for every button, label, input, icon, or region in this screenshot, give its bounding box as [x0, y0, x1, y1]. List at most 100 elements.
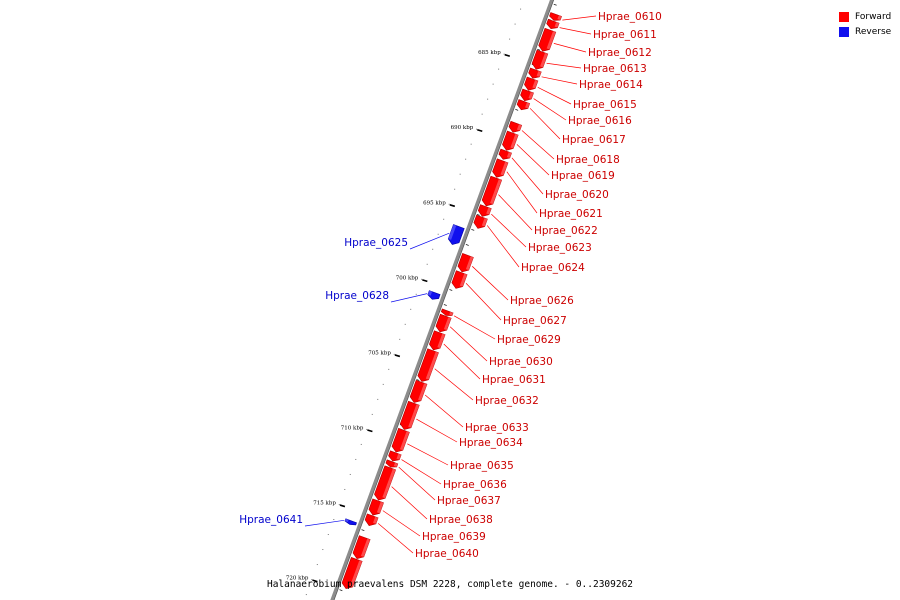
gene-label-hprae_0612[interactable]: Hprae_0612	[588, 47, 652, 59]
minor-tick	[382, 383, 384, 385]
gene-highlight	[448, 224, 457, 240]
gene-label-hprae_0614[interactable]: Hprae_0614	[579, 79, 643, 91]
hprae_0626-feature[interactable]	[457, 253, 474, 273]
hprae_0633-feature[interactable]	[409, 379, 428, 403]
label-leader	[491, 213, 527, 248]
gene-label-hprae_0624[interactable]: Hprae_0624	[521, 262, 585, 274]
label-leader	[516, 144, 550, 176]
gene-label-hprae_0622[interactable]: Hprae_0622	[534, 225, 598, 237]
gene-label-hprae_0628[interactable]: Hprae_0628	[325, 290, 389, 302]
gene-highlight	[506, 152, 512, 158]
hprae_0637-feature[interactable]	[385, 459, 399, 468]
gene-label-hprae_0617[interactable]: Hprae_0617	[562, 134, 626, 146]
gene-label-hprae_0635[interactable]: Hprae_0635	[450, 460, 514, 472]
hprae_0635-feature[interactable]	[391, 427, 410, 453]
gene-label-hprae_0623[interactable]: Hprae_0623	[528, 242, 592, 254]
hprae_0619-feature[interactable]	[502, 130, 519, 151]
gene-label-hprae_0627[interactable]: Hprae_0627	[503, 315, 567, 327]
hprae_0634-feature[interactable]	[399, 400, 420, 430]
forward-swatch	[839, 11, 849, 22]
gene-label-hprae_0620[interactable]: Hprae_0620	[545, 189, 609, 201]
label-leader	[472, 266, 509, 301]
label-leader	[407, 443, 449, 466]
gene-features	[341, 12, 562, 590]
major-tick	[394, 354, 401, 358]
gene-highlight	[427, 290, 433, 296]
gene-label-hprae_0632[interactable]: Hprae_0632	[475, 395, 539, 407]
gene-label-hprae_0631[interactable]: Hprae_0631	[482, 374, 546, 386]
gene-highlight	[465, 256, 474, 271]
gene-label-hprae_0615[interactable]: Hprae_0615	[573, 99, 637, 111]
gene-label-hprae_0625[interactable]: Hprae_0625	[344, 237, 408, 249]
gene-label-hprae_0639[interactable]: Hprae_0639	[422, 531, 486, 543]
gene-highlight	[459, 273, 468, 287]
gene-label-hprae_0616[interactable]: Hprae_0616	[568, 115, 632, 127]
gene-label-hprae_0641[interactable]: Hprae_0641	[239, 514, 303, 526]
minor-tick	[470, 143, 472, 145]
hprae_0628-feature[interactable]	[427, 290, 441, 300]
gene-label-hprae_0630[interactable]: Hprae_0630	[489, 356, 553, 368]
hprae_0617-feature[interactable]	[516, 99, 531, 111]
gene-label-hprae_0640[interactable]: Hprae_0640	[415, 548, 479, 560]
gene-label-hprae_0633[interactable]: Hprae_0633	[465, 422, 529, 434]
right-tick	[537, 48, 541, 51]
gene-highlight	[443, 317, 452, 331]
hprae_0638-feature[interactable]	[374, 465, 397, 501]
right-tick	[471, 229, 475, 231]
hprae_0639-feature[interactable]	[368, 498, 384, 516]
right-tick	[361, 529, 365, 532]
minor-tick	[355, 458, 357, 460]
hprae_0620-feature[interactable]	[498, 148, 512, 160]
minor-tick	[316, 564, 318, 566]
major-tick	[312, 579, 318, 583]
hprae_0624-feature[interactable]	[473, 214, 488, 229]
gene-label-hprae_0636[interactable]: Hprae_0636	[443, 479, 507, 491]
hprae_0621-feature[interactable]	[492, 158, 509, 178]
gene-body	[481, 175, 503, 207]
hprae_0630-feature[interactable]	[435, 313, 452, 333]
hprae_0627-feature[interactable]	[451, 270, 468, 289]
major-tick-label: 690 kbp	[451, 125, 474, 131]
hprae_0614-feature[interactable]	[528, 67, 542, 79]
hprae_0612-feature[interactable]	[538, 27, 557, 52]
gene-label-hprae_0611[interactable]: Hprae_0611	[593, 29, 657, 41]
hprae_0622-feature[interactable]	[481, 175, 503, 207]
gene-feature[interactable]	[352, 535, 371, 559]
gene-label-hprae_0613[interactable]: Hprae_0613	[583, 63, 647, 75]
hprae_0641-feature[interactable]	[344, 518, 357, 526]
hprae_0640-feature[interactable]	[364, 513, 379, 526]
hprae_0615-feature[interactable]	[524, 76, 539, 91]
hprae_0610-feature[interactable]	[549, 12, 562, 21]
gene-label-hprae_0619[interactable]: Hprae_0619	[551, 170, 615, 182]
hprae_0623-feature[interactable]	[477, 204, 492, 217]
gene-highlight	[532, 79, 538, 89]
minor-tick	[459, 173, 461, 175]
hprae_0613-feature[interactable]	[531, 49, 549, 70]
hprae_0611-feature[interactable]	[546, 18, 560, 30]
gene-label-hprae_0621[interactable]: Hprae_0621	[539, 208, 603, 220]
minor-tick	[492, 83, 494, 85]
major-tick	[367, 429, 373, 433]
label-leader	[506, 171, 538, 214]
gene-label-hprae_0618[interactable]: Hprae_0618	[556, 154, 620, 166]
minor-tick	[432, 248, 434, 250]
gene-label-hprae_0629[interactable]: Hprae_0629	[497, 334, 561, 346]
hprae_0631-feature[interactable]	[429, 330, 446, 351]
map-caption: Halanaerobium praevalens DSM 2228, compl…	[266, 579, 634, 590]
label-leader	[391, 486, 428, 520]
major-tick	[477, 128, 483, 133]
major-tick-label: 710 kbp	[341, 425, 364, 431]
hprae_0625-feature[interactable]	[447, 224, 465, 245]
gene-feature[interactable]	[341, 557, 363, 590]
hprae_0629-feature[interactable]	[440, 308, 454, 316]
hprae_0632-feature[interactable]	[417, 348, 439, 382]
gene-highlight	[510, 133, 519, 149]
gene-label-hprae_0637[interactable]: Hprae_0637	[437, 495, 501, 507]
gene-label-hprae_0634[interactable]: Hprae_0634	[459, 437, 523, 449]
hprae_0618-feature[interactable]	[508, 120, 523, 133]
hprae_0636-feature[interactable]	[388, 450, 402, 462]
gene-label-hprae_0610[interactable]: Hprae_0610	[598, 11, 662, 23]
hprae_0616-feature[interactable]	[520, 88, 534, 102]
gene-label-hprae_0638[interactable]: Hprae_0638	[429, 514, 493, 526]
gene-label-hprae_0626[interactable]: Hprae_0626	[510, 295, 574, 307]
